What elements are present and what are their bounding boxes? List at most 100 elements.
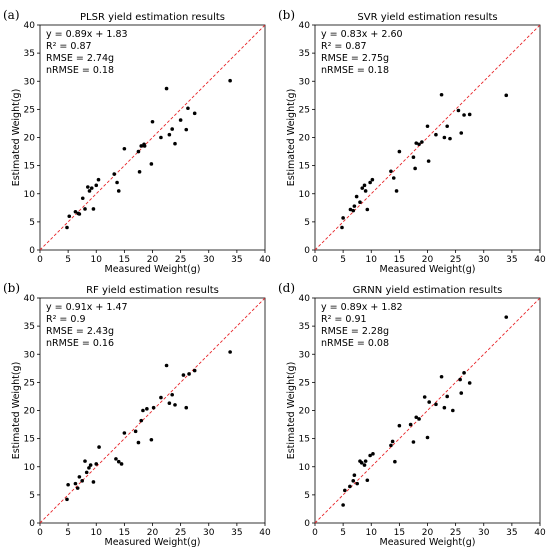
chart2-data-point: [426, 159, 431, 163]
chart2-data-point: [439, 92, 444, 97]
chart3-panel-label: (b): [3, 281, 20, 295]
chart1-data-point: [192, 111, 197, 116]
chart1-stat-line-3: RMSE = 2.74g: [46, 53, 114, 64]
chart4-data-point: [439, 374, 444, 379]
chart2-data-point: [389, 169, 393, 174]
chart-panel-3: (b) RF yield estimation results 0 5 10 15 20 25…: [3, 281, 271, 548]
chart4-y-axis-label: Estimated Weight(g): [286, 362, 297, 460]
chart4-data-point: [414, 415, 419, 420]
chart2-x-axis-label: Measured Weight(g): [380, 264, 476, 275]
chart1-data-point: [178, 118, 183, 122]
chart4-data-point: [459, 391, 464, 395]
chart2-x-tick-label: 35: [506, 255, 517, 265]
chart3-data-point: [181, 373, 186, 377]
chart1-y-tick-label: 40: [24, 21, 36, 31]
chart2-x-tick-label: 25: [450, 255, 461, 265]
chart4-x-axis-label: Measured Weight(g): [380, 537, 476, 547]
chart1-data-point: [77, 212, 82, 216]
chart1-stat-line-4: nRMSE = 0.18: [46, 65, 114, 76]
chart3-stat-line-4: nRMSE = 0.16: [46, 338, 114, 349]
chart1-data-point: [142, 144, 147, 148]
chart1-data-point: [228, 78, 232, 83]
chart4-data-point: [397, 423, 402, 428]
chart3-x-tick-label: 25: [175, 528, 186, 538]
chart2-y-tick-label: 10: [299, 190, 311, 200]
chart4-data-point: [362, 463, 367, 467]
chart3-data-point: [91, 480, 96, 484]
chart4-data-point: [390, 439, 395, 444]
chart4-data-point: [417, 417, 421, 421]
chart1-x-tick-label: 25: [175, 255, 186, 265]
chart1-data-point: [73, 209, 78, 214]
chart3-y-tick-label: 10: [24, 463, 36, 473]
chart-panel-4: (d) GRNN yield estimation results 0 5 10 15 20…: [278, 281, 546, 548]
chart3-data-point: [192, 368, 197, 373]
chart1-data-point: [164, 86, 169, 91]
chart1-data-point: [167, 132, 172, 137]
chart2-data-point: [397, 149, 402, 154]
chart1-data-point: [65, 225, 69, 230]
chart2-y-tick-label: 5: [304, 218, 310, 228]
chart3-x-tick-label: 10: [91, 528, 103, 538]
chart1-y-tick-label: 35: [24, 49, 35, 59]
chart1-data-point: [86, 185, 90, 189]
chart3-data-point: [87, 466, 91, 470]
chart3-x-tick-label: 35: [231, 528, 242, 538]
chart3-x-tick-label: 30: [203, 528, 215, 538]
chart3-data-point: [88, 463, 93, 467]
chart-panel-1: (a) PLSR yield estimation results 0 5 10 15 20…: [3, 8, 271, 275]
chart3-data-point: [83, 459, 87, 463]
chart1-data-point: [116, 189, 121, 193]
chart2-y-tick-label: 0: [304, 246, 310, 256]
chart2-data-point: [456, 108, 461, 113]
chart4-stat-line-1: y = 0.89x + 1.82: [321, 302, 403, 313]
chart1-y-tick-label: 5: [29, 218, 35, 228]
chart1-x-axis-label: Measured Weight(g): [105, 264, 201, 275]
chart4-x-tick-label: 40: [534, 528, 546, 538]
chart1-data-point: [94, 183, 99, 188]
chart2-data-point: [365, 207, 370, 212]
chart3-data-point: [77, 475, 82, 479]
chart4-data-point: [363, 459, 368, 463]
chart2-stat-line-3: RMSE = 2.75g: [321, 53, 389, 64]
chart2-data-point: [425, 124, 430, 129]
chart1-x-tick-label: 20: [147, 255, 159, 265]
chart3-data-point: [119, 462, 124, 466]
chart1-data-point: [186, 106, 190, 111]
chart3-data-point: [114, 457, 118, 461]
chart2-data-point: [360, 186, 365, 190]
chart3-data-point: [73, 481, 78, 486]
chart4-data-point: [359, 461, 364, 465]
chart2-stat-line-1: y = 0.83x + 2.60: [321, 29, 403, 40]
chart4-y-tick-label: 25: [299, 378, 310, 388]
chart2-data-point: [394, 189, 399, 193]
chart2-data-point: [341, 216, 345, 220]
chart2-data-point: [420, 140, 424, 144]
chart3-data-point: [80, 479, 84, 483]
chart2-x-tick-label: 5: [340, 255, 346, 265]
chart4-y-tick-label: 0: [304, 519, 310, 529]
chart3-y-tick-label: 5: [29, 491, 35, 501]
chart4-data-point: [411, 440, 416, 444]
chart4-y-tick-label: 35: [299, 322, 310, 332]
chart1-y-tick-label: 15: [24, 162, 35, 172]
chart3-x-tick-label: 20: [147, 528, 159, 538]
chart4-x-tick-label: 25: [450, 528, 461, 538]
chart1-x-tick-label: 5: [65, 255, 71, 265]
chart4-data-point: [348, 484, 352, 489]
chart2-data-point: [467, 112, 472, 117]
chart2-data-point: [411, 155, 416, 159]
chart4-data-point: [504, 315, 509, 319]
chart4-data-point: [355, 481, 359, 486]
chart2-data-point: [368, 180, 372, 185]
chart2-reference-line: [314, 24, 541, 251]
chart2-data-point: [445, 124, 449, 129]
chart3-y-tick-label: 15: [24, 435, 35, 445]
chart2-x-tick-label: 20: [422, 255, 434, 265]
chart2-data-point: [351, 208, 356, 213]
chart3-data-point: [228, 350, 232, 354]
chart1-data-point: [67, 214, 72, 219]
chart4-data-point: [352, 473, 357, 477]
chart2-data-point: [340, 225, 344, 230]
